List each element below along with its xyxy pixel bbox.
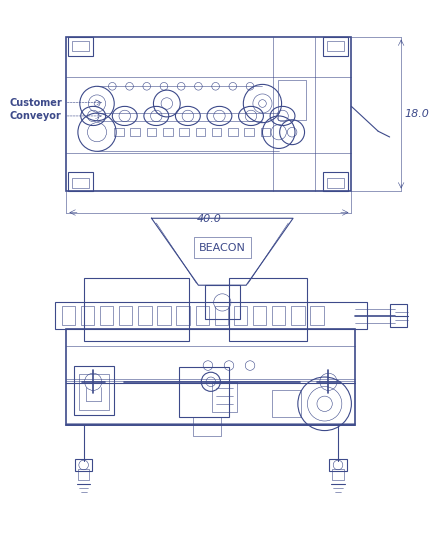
Bar (67, 36, 351, 191)
Bar (228, 129, 238, 136)
Bar (157, 306, 171, 325)
Bar (72, 41, 89, 51)
Bar (179, 129, 189, 136)
Bar (84, 278, 189, 341)
Bar (193, 417, 221, 436)
Bar (310, 306, 324, 325)
Bar (179, 368, 229, 417)
Bar (215, 306, 228, 325)
Text: Conveyor: Conveyor (9, 111, 61, 121)
Bar (79, 374, 109, 411)
Bar (229, 278, 308, 341)
Bar (72, 178, 89, 188)
Bar (332, 469, 344, 480)
Bar (68, 173, 93, 191)
Bar (138, 306, 152, 325)
Bar (81, 306, 94, 325)
Bar (330, 459, 346, 471)
Bar (260, 129, 270, 136)
Bar (100, 306, 113, 325)
Bar (114, 129, 124, 136)
Bar (327, 41, 344, 51)
Bar (205, 285, 239, 319)
Bar (176, 306, 190, 325)
Bar (212, 129, 221, 136)
Bar (244, 129, 254, 136)
Bar (234, 306, 247, 325)
Text: Customer: Customer (9, 98, 62, 108)
Bar (78, 469, 89, 480)
Bar (291, 306, 305, 325)
Bar (74, 366, 114, 415)
Bar (272, 390, 301, 417)
Bar (163, 129, 172, 136)
Bar (119, 306, 132, 325)
Bar (147, 129, 156, 136)
Bar (68, 36, 93, 56)
Text: 18.0: 18.0 (405, 109, 430, 119)
Bar (55, 302, 367, 329)
Bar (390, 304, 407, 327)
Bar (62, 306, 75, 325)
Bar (323, 36, 348, 56)
Bar (327, 178, 344, 188)
Bar (67, 329, 355, 425)
Bar (75, 459, 92, 471)
Bar (130, 129, 140, 136)
Bar (196, 306, 209, 325)
Bar (323, 173, 348, 191)
Bar (272, 306, 286, 325)
Bar (194, 237, 251, 258)
Bar (253, 306, 266, 325)
Text: BEACON: BEACON (199, 243, 246, 253)
Bar (196, 129, 205, 136)
Bar (278, 80, 306, 120)
Bar (212, 382, 237, 412)
Text: 40.0: 40.0 (197, 214, 221, 224)
